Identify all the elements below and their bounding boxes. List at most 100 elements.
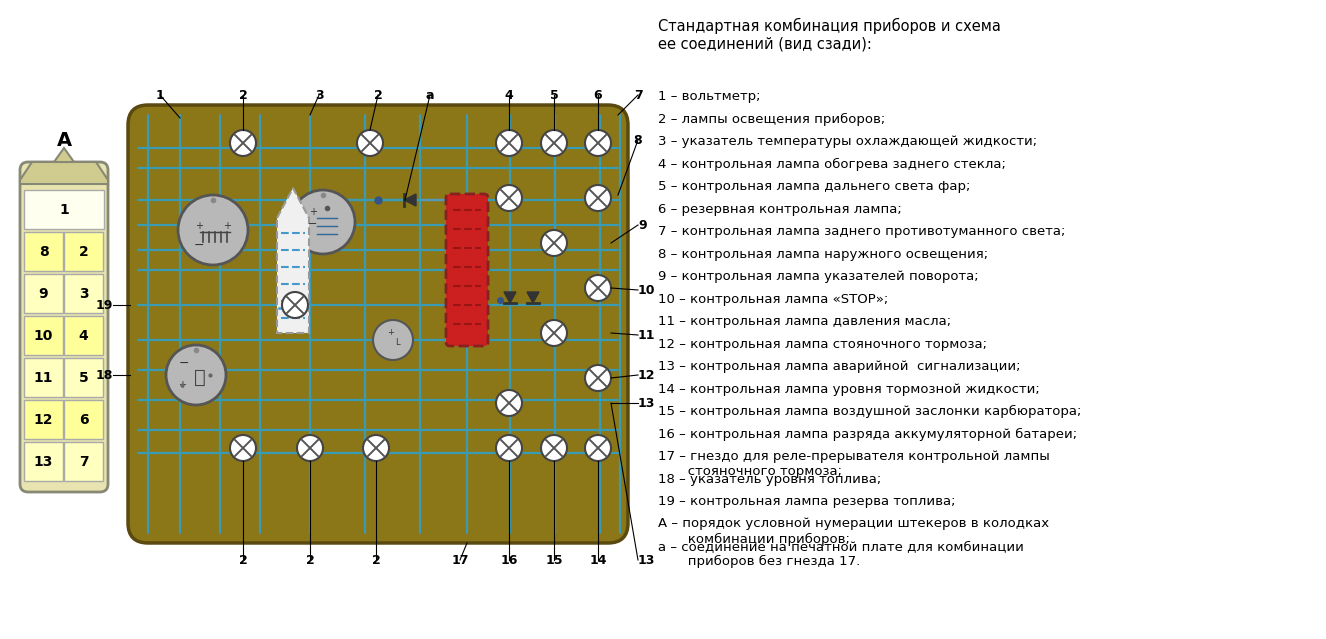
Circle shape <box>541 320 568 346</box>
Text: 10: 10 <box>638 284 655 296</box>
Polygon shape <box>504 292 516 303</box>
Text: 2: 2 <box>239 553 248 567</box>
Text: −: − <box>179 357 190 369</box>
Text: 19 – контрольная лампа резерва топлива;: 19 – контрольная лампа резерва топлива; <box>658 495 956 508</box>
Text: 12: 12 <box>638 369 655 381</box>
Text: 19: 19 <box>95 298 113 311</box>
Text: 4 – контрольная лампа обогрева заднего стекла;: 4 – контрольная лампа обогрева заднего с… <box>658 157 1006 171</box>
Circle shape <box>357 130 383 156</box>
Text: 5: 5 <box>78 371 89 385</box>
Text: 17 – гнездо для реле-прерывателя контрольной лампы
       стояночного тормоза;: 17 – гнездо для реле-прерывателя контрол… <box>658 450 1050 478</box>
Text: 9 – контрольная лампа указателей поворота;: 9 – контрольная лампа указателей поворот… <box>658 270 979 283</box>
Circle shape <box>541 130 568 156</box>
Polygon shape <box>277 188 309 333</box>
Polygon shape <box>526 292 538 303</box>
Text: 10 – контрольная лампа «STOP»;: 10 – контрольная лампа «STOP»; <box>658 293 888 305</box>
Circle shape <box>229 130 256 156</box>
Text: 3: 3 <box>78 287 89 301</box>
Text: 14 – контрольная лампа уровня тормозной жидкости;: 14 – контрольная лампа уровня тормозной … <box>658 383 1040 396</box>
Text: 3 – указатель температуры охлаждающей жидкости;: 3 – указатель температуры охлаждающей жи… <box>658 135 1037 148</box>
Text: 6: 6 <box>78 413 89 427</box>
Text: 13 – контрольная лампа аварийной  сигнализации;: 13 – контрольная лампа аварийной сигнали… <box>658 360 1021 373</box>
Text: 12 – контрольная лампа стояночного тормоза;: 12 – контрольная лампа стояночного тормо… <box>658 337 987 351</box>
Text: 7: 7 <box>78 455 89 469</box>
Text: 2: 2 <box>78 245 89 259</box>
Text: 5 – контрольная лампа дальнего света фар;: 5 – контрольная лампа дальнего света фар… <box>658 180 971 193</box>
Circle shape <box>585 365 611 391</box>
FancyBboxPatch shape <box>64 358 103 397</box>
FancyBboxPatch shape <box>64 442 103 481</box>
Circle shape <box>541 230 568 256</box>
FancyBboxPatch shape <box>129 105 629 543</box>
Text: 5: 5 <box>549 88 558 102</box>
Text: A: A <box>57 130 72 150</box>
Text: 6: 6 <box>594 88 602 102</box>
Circle shape <box>541 435 568 461</box>
Text: 11: 11 <box>33 371 53 385</box>
Circle shape <box>496 390 522 416</box>
Text: 15: 15 <box>545 553 562 567</box>
Text: 11 – контрольная лампа давления масла;: 11 – контрольная лампа давления масла; <box>658 315 951 328</box>
Text: 1 – вольтметр;: 1 – вольтметр; <box>658 90 761 103</box>
Text: 1: 1 <box>60 203 69 217</box>
Text: 2: 2 <box>305 553 314 567</box>
Text: a: a <box>426 88 434 102</box>
Text: 6 – резервная контрольная лампа;: 6 – резервная контрольная лампа; <box>658 203 902 215</box>
Text: 17: 17 <box>451 553 469 567</box>
Circle shape <box>297 435 324 461</box>
FancyBboxPatch shape <box>24 316 64 355</box>
Circle shape <box>585 130 611 156</box>
Circle shape <box>166 345 225 405</box>
Text: 13: 13 <box>33 455 53 469</box>
FancyBboxPatch shape <box>24 442 64 481</box>
Text: 2 – лампы освещения приборов;: 2 – лампы освещения приборов; <box>658 112 886 126</box>
Text: 12: 12 <box>33 413 53 427</box>
Circle shape <box>585 435 611 461</box>
Circle shape <box>373 320 412 360</box>
Text: 14: 14 <box>589 553 607 567</box>
Text: 18 – указатель уровня топлива;: 18 – указатель уровня топлива; <box>658 472 882 486</box>
Text: L: L <box>395 338 399 347</box>
Polygon shape <box>54 148 74 162</box>
Circle shape <box>178 195 248 265</box>
FancyBboxPatch shape <box>24 232 64 271</box>
Polygon shape <box>20 162 107 184</box>
Text: ⛽: ⛽ <box>194 367 206 387</box>
Text: 16 – контрольная лампа разряда аккумуляторной батареи;: 16 – контрольная лампа разряда аккумулят… <box>658 427 1077 440</box>
Text: А – порядок условной нумерации штекеров в колодках
       комбинации приборов;: А – порядок условной нумерации штекеров … <box>658 518 1049 546</box>
Text: +: + <box>178 380 186 390</box>
FancyBboxPatch shape <box>20 162 107 492</box>
FancyBboxPatch shape <box>64 400 103 439</box>
Text: +: + <box>195 221 203 231</box>
Text: 18: 18 <box>95 369 113 381</box>
Text: 10: 10 <box>33 329 53 343</box>
FancyBboxPatch shape <box>24 190 103 229</box>
Circle shape <box>496 130 522 156</box>
Text: 13: 13 <box>638 397 655 410</box>
Text: 7 – контрольная лампа заднего противотуманного света;: 7 – контрольная лампа заднего противотум… <box>658 225 1065 238</box>
Text: 3: 3 <box>314 88 324 102</box>
Circle shape <box>229 435 256 461</box>
Text: +: + <box>309 207 317 217</box>
Text: 2: 2 <box>374 88 382 102</box>
Text: 16: 16 <box>500 553 517 567</box>
Text: 1: 1 <box>155 88 164 102</box>
Text: 4: 4 <box>78 329 89 343</box>
FancyBboxPatch shape <box>24 358 64 397</box>
Circle shape <box>585 185 611 211</box>
Text: а – соединение на печатной плате для комбинации
       приборов без гнезда 17.: а – соединение на печатной плате для ком… <box>658 540 1024 568</box>
Text: 13: 13 <box>638 553 655 567</box>
Text: +: + <box>223 221 231 231</box>
FancyBboxPatch shape <box>64 232 103 271</box>
Text: 9: 9 <box>38 287 48 301</box>
Text: 11: 11 <box>638 328 655 341</box>
Text: 4: 4 <box>505 88 513 102</box>
Text: Стандартная комбинация приборов и схема
ее соединений (вид сзади):: Стандартная комбинация приборов и схема … <box>658 18 1001 52</box>
Text: 7: 7 <box>634 88 642 102</box>
Text: 8: 8 <box>38 245 48 259</box>
Circle shape <box>282 292 308 318</box>
Text: +: + <box>387 328 394 337</box>
FancyBboxPatch shape <box>64 316 103 355</box>
Text: 2: 2 <box>239 88 248 102</box>
Circle shape <box>496 185 522 211</box>
